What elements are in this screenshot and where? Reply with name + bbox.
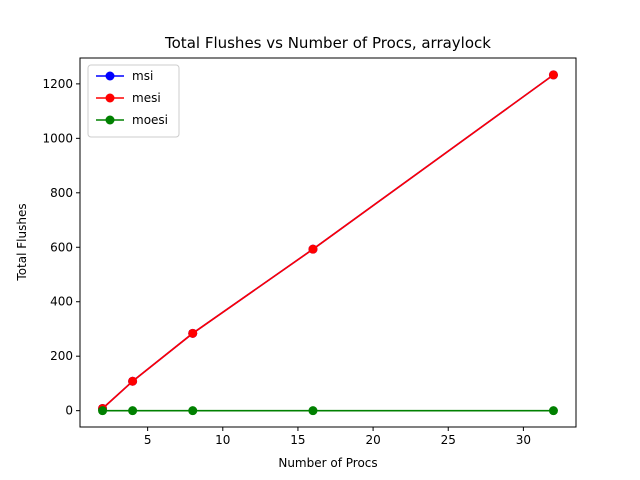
legend-item-mesi: mesi — [96, 91, 161, 105]
y-tick-label: 800 — [50, 186, 73, 200]
y-tick-label: 1000 — [42, 131, 73, 145]
x-tick-label: 15 — [290, 433, 305, 447]
data-point-moesi — [98, 406, 108, 416]
legend-marker-mesi — [105, 93, 115, 103]
data-point-mesi — [188, 328, 198, 338]
y-tick-label: 1200 — [42, 77, 73, 91]
series-moesi — [98, 406, 558, 416]
data-point-mesi — [308, 244, 318, 254]
x-tick-label: 10 — [215, 433, 230, 447]
data-point-moesi — [188, 406, 198, 416]
series-mesi — [98, 70, 558, 413]
legend-marker-msi — [105, 71, 115, 81]
data-point-mesi — [128, 376, 138, 386]
legend-item-msi: msi — [96, 69, 153, 83]
y-tick-label: 0 — [65, 404, 73, 418]
y-tick-label: 400 — [50, 295, 73, 309]
y-tick-label: 200 — [50, 349, 73, 363]
plot-frame — [79, 57, 577, 428]
y-tick-label: 600 — [50, 240, 73, 254]
legend: msi mesi moesi — [87, 64, 180, 138]
plot-area — [98, 70, 558, 416]
data-point-moesi — [308, 406, 318, 416]
data-point-moesi — [128, 406, 138, 416]
legend-label-mesi: mesi — [132, 91, 161, 105]
data-point-mesi — [548, 70, 558, 80]
x-tick-label: 25 — [441, 433, 456, 447]
data-point-moesi — [548, 406, 558, 416]
x-tick-label: 20 — [365, 433, 380, 447]
y-axis-title: Total Flushes — [15, 203, 29, 281]
x-tick-label: 5 — [144, 433, 152, 447]
legend-item-moesi: moesi — [96, 113, 168, 127]
x-axis-title: Number of Procs — [278, 456, 377, 470]
legend-marker-moesi — [105, 115, 115, 125]
legend-label-moesi: moesi — [132, 113, 168, 127]
axis-ticks: 5 10 15 20 25 30 0 200 400 600 800 1000 1200 — [42, 77, 531, 447]
x-tick-label: 30 — [516, 433, 531, 447]
chart-title: Total Flushes vs Number of Procs, arrayl… — [164, 34, 491, 52]
legend-label-msi: msi — [132, 69, 153, 83]
